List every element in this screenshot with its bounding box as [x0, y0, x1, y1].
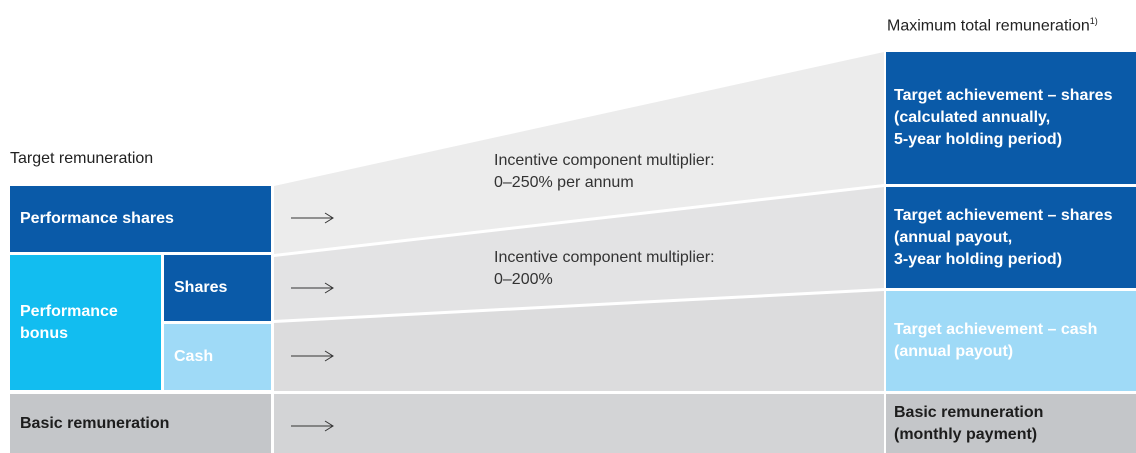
box-line: Basic remuneration — [894, 403, 1044, 421]
arrow-right-icon — [291, 282, 334, 294]
band-performance-shares — [274, 52, 884, 254]
shares-multiplier-value: 0–250% per annum — [494, 174, 634, 191]
target-achievement-shares-annual-box: Target achievement – shares (annual payo… — [886, 187, 1136, 288]
band-bonus-shares — [274, 187, 884, 320]
box-line: 5-year holding period) — [894, 131, 1063, 148]
bonus-cash-box: Cash — [164, 324, 271, 390]
target-achievement-shares-long-box: Target achievement – shares (calculated … — [886, 52, 1136, 184]
box-line: Target achievement – shares — [894, 206, 1113, 224]
arrow-right-icon — [291, 212, 334, 224]
basic-remuneration-box: Basic remuneration — [10, 394, 271, 453]
bonus-multiplier-value: 0–200% — [494, 271, 553, 288]
bonus-multiplier-label: Incentive component multiplier: — [494, 249, 715, 266]
box-line: (calculated annually, — [894, 109, 1051, 126]
performance-shares-box: Performance shares — [10, 186, 271, 252]
basic-remuneration-monthly-box: Basic remuneration (monthly payment) — [886, 394, 1136, 453]
shares-multiplier-text: Incentive component multiplier: 0–250% p… — [494, 150, 715, 194]
maximum-total-remuneration-heading: Maximum total remuneration1) — [887, 16, 1098, 35]
box-line: Target achievement – cash — [894, 321, 1098, 338]
shares-multiplier-label: Incentive component multiplier: — [494, 152, 715, 169]
target-achievement-cash-box: Target achievement – cash (annual payout… — [886, 291, 1136, 391]
box-line: 3-year holding period) — [894, 250, 1063, 268]
footnote-marker: 1) — [1089, 16, 1098, 26]
box-line: (monthly payment) — [894, 425, 1038, 443]
performance-bonus-box: Performance bonus — [10, 255, 161, 390]
box-line: (annual payout, — [894, 228, 1013, 246]
target-remuneration-heading: Target remuneration — [10, 150, 154, 167]
arrow-right-icon — [291, 420, 334, 432]
band-basic — [274, 394, 884, 453]
box-line: (annual payout) — [894, 343, 1014, 360]
bonus-shares-box: Shares — [164, 255, 271, 321]
arrow-right-icon — [291, 350, 334, 362]
bonus-multiplier-text: Incentive component multiplier: 0–200% — [494, 247, 715, 291]
box-line: Target achievement – shares — [894, 87, 1113, 104]
band-bonus-cash — [274, 291, 884, 391]
